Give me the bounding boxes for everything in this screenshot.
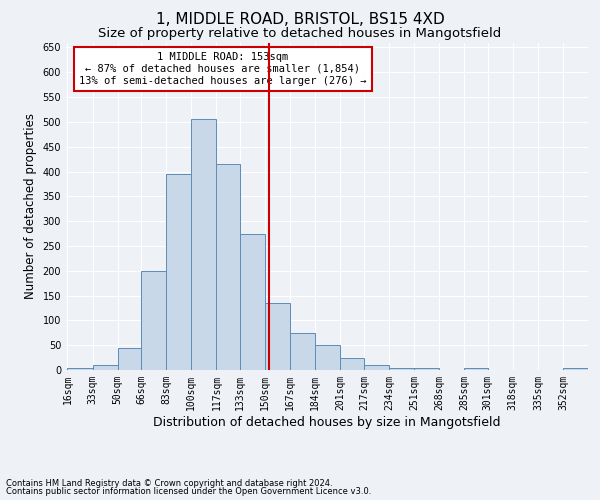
Text: Contains HM Land Registry data © Crown copyright and database right 2024.: Contains HM Land Registry data © Crown c…: [6, 478, 332, 488]
Bar: [290, 333, 315, 370]
Bar: [191, 120, 217, 370]
Bar: [563, 368, 588, 370]
Bar: [265, 303, 290, 370]
Text: 1, MIDDLE ROAD, BRISTOL, BS15 4XD: 1, MIDDLE ROAD, BRISTOL, BS15 4XD: [155, 12, 445, 28]
Bar: [340, 358, 364, 370]
Bar: [414, 368, 439, 370]
Bar: [217, 164, 240, 370]
Bar: [118, 348, 141, 370]
Text: Contains public sector information licensed under the Open Government Licence v3: Contains public sector information licen…: [6, 487, 371, 496]
X-axis label: Distribution of detached houses by size in Mangotsfield: Distribution of detached houses by size …: [153, 416, 501, 428]
Bar: [92, 365, 118, 370]
Bar: [464, 368, 488, 370]
Y-axis label: Number of detached properties: Number of detached properties: [24, 114, 37, 299]
Text: 1 MIDDLE ROAD: 153sqm
← 87% of detached houses are smaller (1,854)
13% of semi-d: 1 MIDDLE ROAD: 153sqm ← 87% of detached …: [79, 52, 367, 86]
Bar: [67, 368, 92, 370]
Bar: [240, 234, 265, 370]
Bar: [166, 174, 191, 370]
Bar: [364, 365, 389, 370]
Bar: [141, 271, 166, 370]
Bar: [389, 368, 414, 370]
Bar: [315, 345, 340, 370]
Text: Size of property relative to detached houses in Mangotsfield: Size of property relative to detached ho…: [98, 28, 502, 40]
